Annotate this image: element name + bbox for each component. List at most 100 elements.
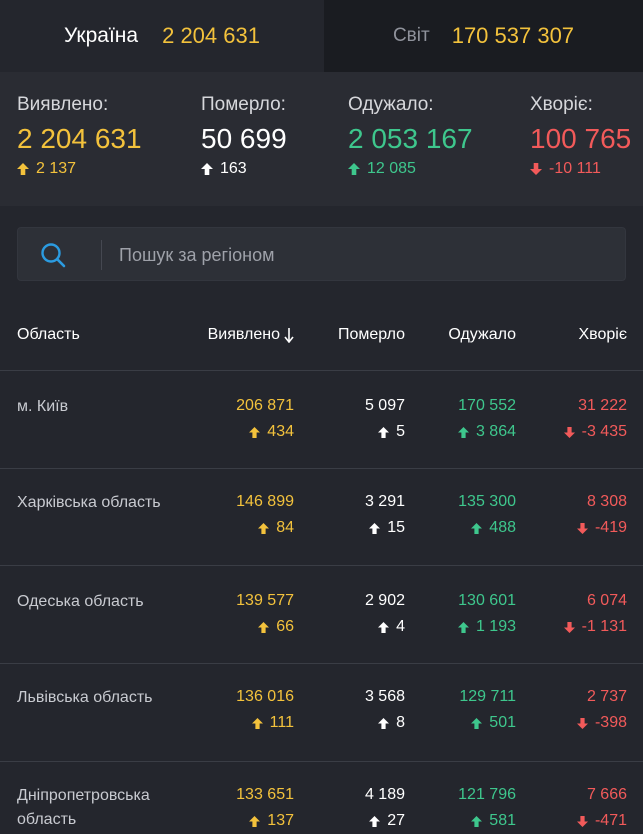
recovered-cell: 170 552 3 864 xyxy=(457,395,516,443)
summary-deaths-value: 50 699 xyxy=(201,123,287,154)
deaths-value: 4 189 xyxy=(364,786,405,803)
deaths-delta: 5 xyxy=(365,421,405,443)
recovered-delta: 3 864 xyxy=(457,421,516,443)
arrow-down-icon xyxy=(530,163,542,175)
recovered-delta-value: 1 193 xyxy=(475,618,516,635)
header-deaths[interactable]: Померло xyxy=(337,326,405,343)
confirmed-delta: 66 xyxy=(236,616,294,638)
arrow-down-icon xyxy=(576,717,588,729)
sick-delta-value: -419 xyxy=(594,519,627,536)
deaths-value: 3 291 xyxy=(364,493,405,510)
confirmed-delta: 137 xyxy=(236,810,294,832)
summary-deaths-delta-value: 163 xyxy=(220,160,247,177)
summary-deaths-label: Померло: xyxy=(201,94,286,115)
summary-deaths-delta: 163 xyxy=(201,160,287,178)
recovered-cell: 121 796 581 xyxy=(458,784,516,832)
deaths-delta: 27 xyxy=(365,810,405,832)
deaths-cell: 3 568 8 xyxy=(365,686,405,734)
header-confirmed-label: Виявлено xyxy=(207,326,280,343)
confirmed-value: 206 871 xyxy=(236,397,294,414)
tab-ukraine[interactable]: Україна 2 204 631 xyxy=(0,0,324,72)
deaths-delta-value: 5 xyxy=(396,423,405,440)
sick-delta: -398 xyxy=(576,712,627,734)
recovered-delta: 501 xyxy=(459,712,516,734)
confirmed-delta: 111 xyxy=(236,712,294,734)
search-icon[interactable] xyxy=(40,242,66,268)
header-region[interactable]: Область xyxy=(17,326,80,343)
summary-sick-delta-value: -10 111 xyxy=(549,160,601,177)
confirmed-delta-value: 66 xyxy=(276,618,294,635)
region-search xyxy=(17,227,626,282)
divider xyxy=(0,663,643,664)
divider xyxy=(0,565,643,566)
divider xyxy=(0,370,643,371)
confirmed-value: 136 016 xyxy=(236,688,294,705)
table-header: Область Виявлено Померло Одужало Хворіє xyxy=(0,321,643,351)
confirmed-delta-value: 84 xyxy=(276,519,294,536)
arrow-up-icon xyxy=(17,163,29,175)
sick-cell: 8 308 -419 xyxy=(576,491,627,539)
sick-cell: 2 737 -398 xyxy=(576,686,627,734)
header-recovered[interactable]: Одужало xyxy=(448,326,516,343)
summary-recovered-delta: 12 085 xyxy=(348,160,473,178)
summary-sick: Хворіє: 100 765 -10 111 xyxy=(530,94,631,178)
arrow-up-icon xyxy=(249,815,261,827)
sort-down-arrow-icon xyxy=(284,328,294,343)
header-confirmed[interactable]: Виявлено xyxy=(208,326,294,344)
sick-cell: 7 666 -471 xyxy=(576,784,627,832)
deaths-value: 3 568 xyxy=(364,688,405,705)
confirmed-cell: 133 651 137 xyxy=(236,784,294,832)
sick-delta-value: -471 xyxy=(594,812,627,829)
deaths-cell: 4 189 27 xyxy=(365,784,405,832)
region-name: Дніпропетровська область xyxy=(17,787,150,828)
deaths-delta-value: 27 xyxy=(387,812,405,829)
summary-confirmed: Виявлено: 2 204 631 2 137 xyxy=(17,94,142,178)
summary-confirmed-label: Виявлено: xyxy=(17,94,109,115)
confirmed-value: 146 899 xyxy=(236,493,294,510)
summary-sick-label: Хворіє: xyxy=(530,94,593,115)
arrow-up-icon xyxy=(369,522,381,534)
arrow-down-icon xyxy=(563,621,575,633)
summary-sick-delta: -10 111 xyxy=(530,160,631,178)
deaths-cell: 5 097 5 xyxy=(365,395,405,443)
search-input[interactable] xyxy=(117,228,611,282)
arrow-up-icon xyxy=(201,163,213,175)
confirmed-cell: 206 871 434 xyxy=(236,395,294,443)
arrow-up-icon xyxy=(369,815,381,827)
sick-value: 2 737 xyxy=(586,688,627,705)
sick-value: 6 074 xyxy=(586,592,627,609)
header-sick[interactable]: Хворіє xyxy=(578,326,627,343)
confirmed-cell: 136 016 111 xyxy=(236,686,294,734)
sick-value: 31 222 xyxy=(578,397,627,414)
divider xyxy=(0,761,643,762)
sick-delta-value: -398 xyxy=(594,714,627,731)
summary-recovered-label: Одужало: xyxy=(348,94,434,115)
confirmed-value: 139 577 xyxy=(236,592,294,609)
tab-world-label: Світ xyxy=(392,25,430,46)
deaths-delta: 15 xyxy=(365,517,405,539)
tab-world[interactable]: Світ 170 537 307 xyxy=(324,0,643,72)
region-name: Харківська область xyxy=(17,494,161,511)
region-name: м. Київ xyxy=(17,398,69,415)
deaths-delta-value: 4 xyxy=(396,618,405,635)
summary-panel: Виявлено: 2 204 631 2 137 Померло: 50 69… xyxy=(0,72,643,206)
deaths-delta: 4 xyxy=(365,616,405,638)
deaths-delta: 8 xyxy=(365,712,405,734)
arrow-down-icon xyxy=(563,426,575,438)
arrow-down-icon xyxy=(576,522,588,534)
sick-cell: 31 222 -3 435 xyxy=(563,395,627,443)
arrow-up-icon xyxy=(258,522,270,534)
recovered-value: 135 300 xyxy=(458,493,516,510)
recovered-delta-value: 488 xyxy=(489,519,516,536)
confirmed-delta: 84 xyxy=(236,517,294,539)
arrow-up-icon xyxy=(348,163,360,175)
recovered-value: 129 711 xyxy=(459,688,516,705)
recovered-cell: 129 711 501 xyxy=(459,686,516,734)
confirmed-value: 133 651 xyxy=(236,786,294,803)
recovered-delta-value: 501 xyxy=(489,714,516,731)
sick-delta: -419 xyxy=(576,517,627,539)
sick-delta: -1 131 xyxy=(563,616,627,638)
sick-delta: -471 xyxy=(576,810,627,832)
recovered-cell: 130 601 1 193 xyxy=(457,590,516,638)
region-name: Львівська область xyxy=(17,689,153,706)
